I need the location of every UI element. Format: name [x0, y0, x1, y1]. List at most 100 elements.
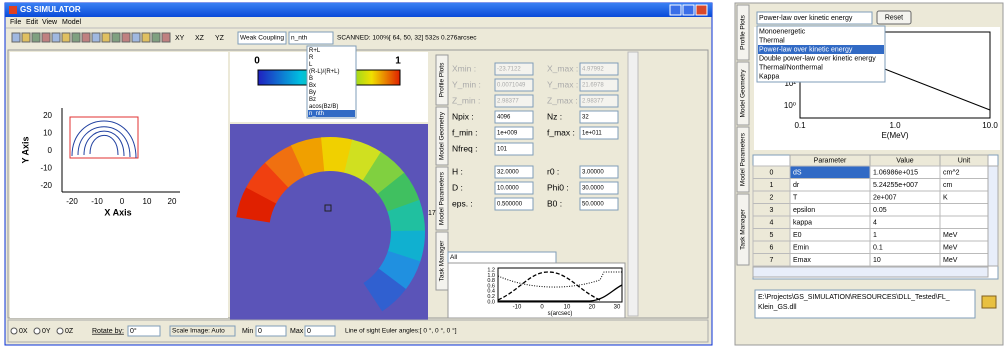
- param-label: H :: [452, 166, 463, 176]
- distribution-option: Monoenergetic: [759, 28, 806, 35]
- max-box[interactable]: [304, 325, 336, 337]
- value-box[interactable]: [494, 165, 534, 179]
- tab-label: Model Geometry: [439, 111, 446, 160]
- y-tick-label: 10⁰: [784, 101, 796, 110]
- open-button[interactable]: [981, 295, 997, 309]
- tool-icon[interactable]: [41, 32, 51, 43]
- x-tick-label: 10: [143, 197, 152, 206]
- cell-text: dr: [793, 182, 800, 189]
- tab[interactable]: [736, 4, 750, 61]
- value-box[interactable]: [494, 110, 534, 124]
- value-box[interactable]: [494, 126, 534, 140]
- tool-icon[interactable]: [131, 32, 141, 43]
- distribution-dropdown[interactable]: [756, 11, 873, 25]
- radio[interactable]: [33, 327, 41, 335]
- quantity-dropdown[interactable]: [288, 31, 334, 45]
- axis-button: XY: [175, 35, 185, 42]
- tool-icon[interactable]: [31, 32, 41, 43]
- value-box[interactable]: [494, 197, 534, 211]
- param-label: Y_max :: [547, 79, 578, 89]
- tool-icon[interactable]: [161, 32, 171, 43]
- path-text: Klein_GS.dll: [758, 304, 797, 311]
- rotate-box[interactable]: [127, 325, 161, 337]
- tab[interactable]: [435, 54, 449, 106]
- cell: [789, 178, 871, 192]
- x-tick-label: 30: [614, 305, 621, 311]
- value-box[interactable]: [494, 181, 534, 195]
- x-tick-label: -10: [91, 197, 103, 206]
- cell-text: 0.05: [873, 207, 887, 214]
- tool-icon[interactable]: [111, 32, 121, 43]
- column-header: Parameter: [814, 157, 847, 164]
- table-vscroll[interactable]: [987, 165, 999, 267]
- value-box: [579, 94, 619, 108]
- x-axis-label: s(arcsec): [548, 311, 573, 317]
- close-button[interactable]: [695, 4, 708, 16]
- profile-curves: [497, 267, 623, 303]
- value-box: [494, 78, 534, 92]
- param-value: 10.0000: [497, 186, 519, 192]
- tab-label: Model Parameters: [740, 132, 747, 186]
- tool-icon[interactable]: [61, 32, 71, 43]
- tool-icon[interactable]: [101, 32, 111, 43]
- tool-icon[interactable]: [21, 32, 31, 43]
- maximize-button[interactable]: [682, 4, 695, 16]
- menu-bar: File Edit View Model: [10, 19, 82, 26]
- tab-label: Profile Plots: [740, 14, 747, 49]
- dropdown-list[interactable]: [306, 45, 357, 119]
- value-box[interactable]: [579, 197, 619, 211]
- table-hscroll[interactable]: [752, 266, 989, 278]
- tab[interactable]: [435, 106, 449, 166]
- param-label: B0 :: [547, 198, 562, 208]
- scale-value: Scale Image: Auto: [172, 328, 225, 335]
- scrollbar[interactable]: [627, 51, 639, 317]
- menu-item: View: [42, 19, 58, 26]
- tool-icon[interactable]: [121, 32, 131, 43]
- side-tabs: Profile Plots Model Geometry Model Paramet…: [736, 4, 750, 266]
- tool-icon[interactable]: [141, 32, 151, 43]
- value-box[interactable]: [579, 110, 619, 124]
- cell-text: 10: [873, 257, 881, 264]
- tab[interactable]: [736, 61, 750, 126]
- value-box[interactable]: [579, 165, 619, 179]
- quantity-value: n_nth: [291, 35, 308, 42]
- tool-icon[interactable]: [51, 32, 61, 43]
- tool-icon[interactable]: [81, 32, 91, 43]
- cell: [789, 228, 871, 242]
- y-tick-label: 0.2: [487, 294, 495, 300]
- tool-icon[interactable]: [91, 32, 101, 43]
- y-tick-label: 20: [43, 111, 52, 120]
- value-box[interactable]: [494, 142, 534, 156]
- minimize-button[interactable]: [669, 4, 682, 16]
- radio[interactable]: [10, 327, 18, 335]
- value-box[interactable]: [579, 181, 619, 195]
- radio-label: 0X: [19, 328, 28, 335]
- distribution-option: Double power-law over kinetic energy: [759, 55, 876, 62]
- tab[interactable]: [435, 166, 449, 231]
- cell-text: 1: [770, 182, 774, 189]
- reset-button[interactable]: [876, 10, 912, 25]
- value-box[interactable]: [579, 126, 619, 140]
- column-header: Value: [896, 157, 913, 164]
- filter-dropdown[interactable]: [447, 251, 557, 264]
- tab[interactable]: [736, 126, 750, 193]
- scale-dropdown[interactable]: [169, 325, 236, 337]
- tab[interactable]: [736, 193, 750, 266]
- selected-option: [308, 110, 355, 117]
- param-value: 4.97992: [582, 67, 604, 73]
- radio[interactable]: [56, 327, 64, 335]
- tool-icon[interactable]: [71, 32, 81, 43]
- param-label: D :: [452, 182, 463, 192]
- min-box[interactable]: [255, 325, 287, 337]
- cell-text: K: [943, 194, 948, 201]
- tool-icon[interactable]: [11, 32, 21, 43]
- distribution-option: Thermal: [759, 37, 785, 44]
- menu-item: Model: [62, 19, 82, 26]
- cell-text: dS: [793, 169, 802, 176]
- param-label: Nfreq :: [452, 143, 478, 153]
- x-tick-label: 0.1: [794, 121, 806, 130]
- tool-icon[interactable]: [151, 32, 161, 43]
- coupling-dropdown[interactable]: [237, 31, 287, 45]
- y-tick-label: 1.2: [487, 267, 495, 273]
